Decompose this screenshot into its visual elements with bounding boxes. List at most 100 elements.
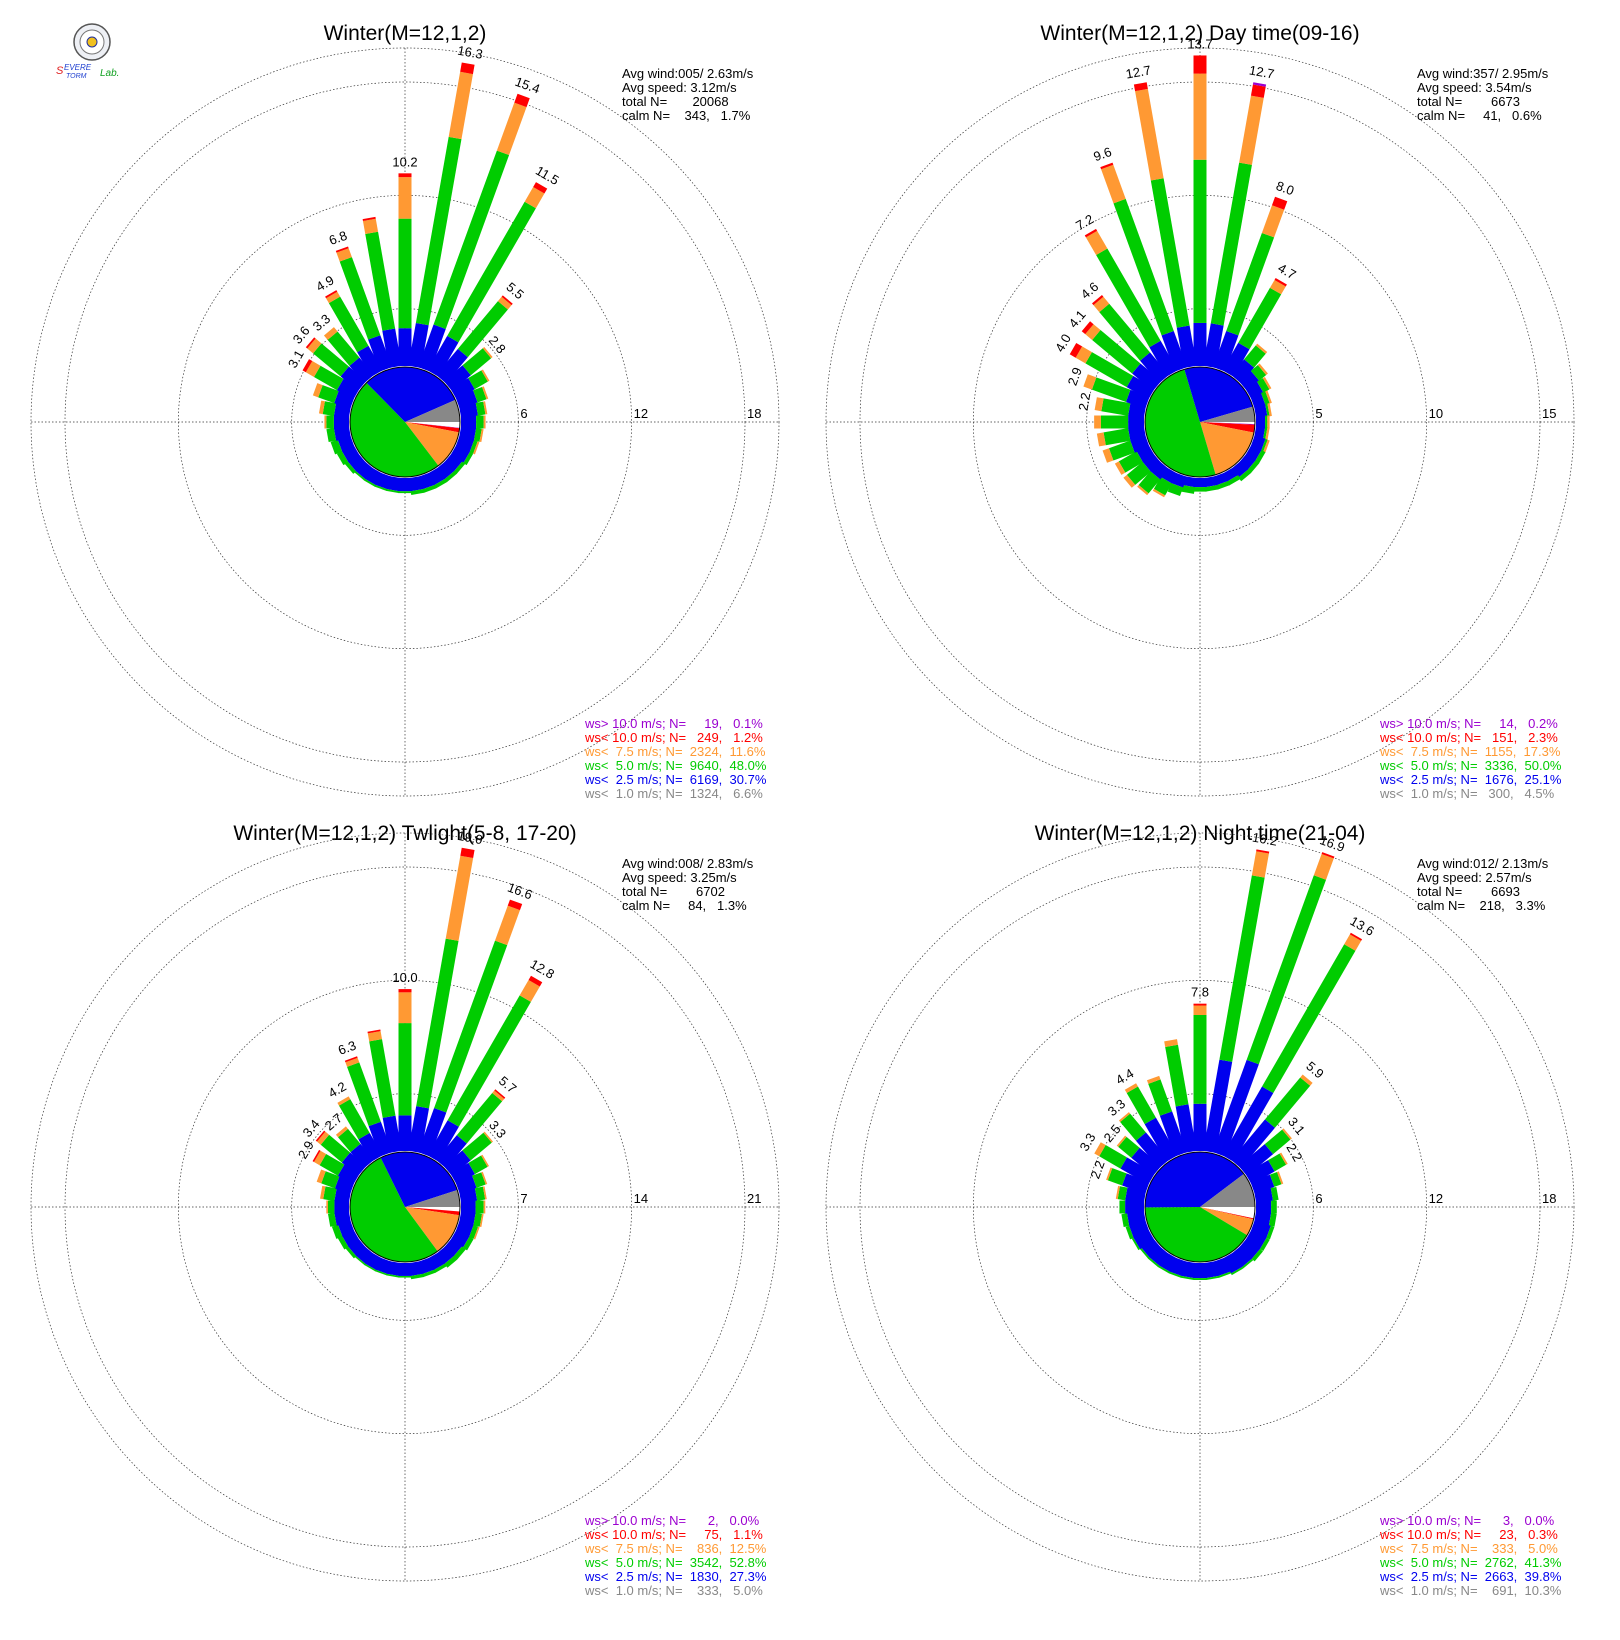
- bar-segment: [1121, 1213, 1130, 1228]
- bar-segment: [1270, 1186, 1279, 1201]
- bar-180: [1193, 1263, 1207, 1280]
- ring-label: 6: [520, 406, 527, 421]
- bar-300: [312, 1149, 360, 1185]
- windrose-panel-night: Winter(M=12,1,2) Night time(21-04)6 12 187…: [825, 822, 1575, 1598]
- pie-slice: [1200, 406, 1255, 422]
- ring-label: 15: [1542, 406, 1556, 421]
- bar-total-label: 16.6: [506, 880, 535, 903]
- bar-segment: [1148, 1257, 1160, 1268]
- bar-20: [418, 93, 530, 372]
- bar-280: [320, 1185, 351, 1204]
- bar-total-label: 2.2: [1087, 1159, 1107, 1181]
- bar-segment: [1081, 321, 1094, 335]
- bar-segment: [1118, 451, 1143, 473]
- bar-segment: [1180, 1275, 1195, 1281]
- bar-segment: [1101, 164, 1126, 204]
- bar-segment: [416, 938, 459, 1109]
- bar-segment: [1193, 322, 1207, 366]
- legend-entry-gt10: ws> 10.0 m/s; N= 3, 0.0%: [1379, 1513, 1555, 1528]
- bar-segment: [345, 1246, 357, 1259]
- bar-segment: [459, 402, 479, 419]
- legend-entry-lt5: ws< 5.0 m/s; N= 3336, 50.0%: [1379, 758, 1562, 773]
- bar-segment: [367, 1029, 381, 1034]
- bar-segment: [1100, 415, 1129, 429]
- bar-segment: [1268, 1153, 1287, 1172]
- bar-total-label: 3.3: [1105, 1096, 1128, 1119]
- bar-segment: [336, 248, 352, 262]
- bar-segment: [433, 150, 510, 330]
- bar-260: [326, 425, 351, 443]
- bar-340: [1146, 1075, 1187, 1157]
- pie-slice: [405, 422, 460, 429]
- bar-segment: [398, 1263, 412, 1276]
- bar-segment: [313, 365, 344, 391]
- bar-segment: [460, 847, 475, 859]
- stats-line: Avg speed: 3.25m/s: [622, 870, 737, 885]
- bar-320: [1118, 1112, 1169, 1169]
- bar-segment: [335, 1126, 348, 1138]
- bar-segment: [340, 366, 367, 391]
- bar-50: [1238, 363, 1268, 391]
- bar-220: [1148, 1245, 1169, 1268]
- bar-180: [398, 1263, 412, 1278]
- bar-segment: [1193, 55, 1207, 74]
- bar-segment: [436, 460, 455, 480]
- bar-segment: [1238, 370, 1260, 391]
- pie-slice: [350, 1157, 438, 1262]
- bar-segment: [1238, 469, 1252, 482]
- bar-segment: [354, 1255, 366, 1266]
- bar-total-label: 4.6: [1078, 279, 1101, 302]
- bar-segment: [459, 1188, 478, 1204]
- bar-230: [1139, 1238, 1162, 1259]
- bar-segment: [354, 470, 366, 481]
- bar-segment: [337, 1096, 351, 1106]
- bar-total-label: 7.2: [1073, 211, 1096, 233]
- bar-segment: [398, 491, 412, 494]
- bar-total-label: 19.0: [456, 828, 484, 847]
- bar-total-label: 5.5: [503, 279, 526, 302]
- bar-segment: [398, 1023, 412, 1116]
- bar-segment: [315, 1130, 326, 1142]
- bar-segment: [476, 415, 484, 429]
- bar-150: [1222, 1252, 1244, 1276]
- ring-label: 21: [747, 1191, 761, 1206]
- chart-title: Winter(M=12,1,2): [324, 22, 487, 45]
- pie-slice: [1145, 369, 1216, 477]
- bar-260: [1121, 1210, 1146, 1228]
- stats-line: Avg speed: 3.54m/s: [1417, 80, 1532, 95]
- legend-entry-lt75: ws< 7.5 m/s; N= 2324, 11.6%: [584, 744, 766, 759]
- pie-slice: [1200, 422, 1254, 475]
- bar-total-label: 4.7: [1275, 260, 1298, 282]
- bar-segment: [386, 1273, 400, 1278]
- bar-segment: [355, 460, 374, 480]
- bar-segment: [1216, 480, 1230, 490]
- bar-segment: [410, 1273, 424, 1280]
- bar-segment: [1257, 363, 1268, 375]
- bar-segment: [1117, 1186, 1128, 1201]
- stats-line: total N= 6702: [622, 884, 725, 899]
- bar-270: [324, 415, 349, 429]
- bar-340: [1100, 162, 1187, 372]
- bar-segment: [362, 216, 376, 222]
- bar-segment: [324, 415, 327, 429]
- bar-270: [1119, 1200, 1145, 1214]
- bar-segment: [443, 453, 463, 472]
- legend-entry-lt10: ws< 10.0 m/s; N= 151, 2.3%: [1379, 730, 1558, 745]
- bar-segment: [323, 327, 338, 340]
- bar-segment: [345, 1057, 360, 1067]
- bar-80: [1254, 1186, 1279, 1204]
- bar-segment: [1091, 377, 1131, 402]
- bar-segment: [1244, 345, 1266, 368]
- bar-segment: [415, 136, 462, 326]
- pie-slice: [1145, 1152, 1244, 1208]
- bar-segment: [1069, 343, 1083, 358]
- bar-segment: [326, 291, 341, 304]
- bar-320: [323, 327, 374, 384]
- bar-segment: [337, 1164, 360, 1185]
- bar-segment: [1300, 1074, 1313, 1086]
- bar-segment: [1231, 359, 1255, 384]
- bar-segment: [1144, 1117, 1178, 1162]
- bar-segment: [1349, 932, 1363, 941]
- ring-label: 10: [1429, 406, 1443, 421]
- bar-segment: [483, 415, 486, 429]
